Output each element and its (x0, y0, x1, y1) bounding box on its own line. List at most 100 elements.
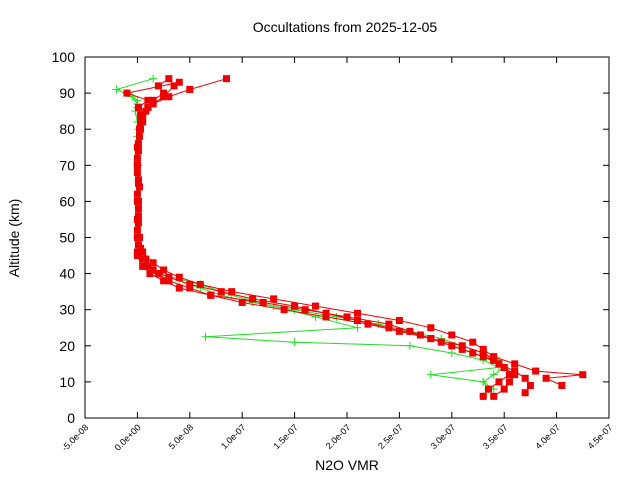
point (322, 313, 330, 321)
point (133, 154, 141, 162)
point (469, 338, 477, 346)
point (353, 317, 361, 325)
point (479, 377, 488, 386)
point (137, 111, 145, 119)
point (558, 382, 566, 390)
point (490, 356, 498, 364)
point (134, 176, 142, 184)
x-tick-label: 4.5e-07 (586, 422, 615, 451)
point (165, 277, 173, 285)
point (186, 284, 194, 292)
point (160, 93, 168, 101)
point (144, 262, 152, 270)
point (280, 306, 288, 314)
x-tick-label: 2.0e-07 (324, 422, 353, 451)
point (186, 280, 194, 288)
point (427, 335, 435, 343)
point (170, 82, 178, 90)
point (395, 317, 403, 325)
point (165, 93, 173, 101)
point (133, 252, 141, 260)
point (489, 370, 498, 379)
point (290, 338, 299, 347)
x-tick-label: 1.5e-07 (271, 422, 300, 451)
point (505, 378, 513, 386)
y-tick-label: 0 (67, 410, 75, 426)
point (134, 241, 142, 249)
point (447, 349, 456, 358)
point (437, 338, 445, 346)
point (484, 385, 492, 393)
point (139, 262, 147, 270)
point (511, 367, 519, 375)
point (526, 382, 534, 390)
point (490, 353, 498, 361)
chart-title: Occultations from 2025-12-05 (253, 19, 438, 35)
point (353, 323, 362, 332)
point (426, 370, 435, 379)
point (135, 234, 143, 241)
point (149, 266, 157, 274)
point (144, 104, 152, 112)
point (521, 374, 529, 382)
y-axis-label: Altitude (km) (6, 199, 22, 278)
point (154, 270, 162, 278)
point (175, 273, 183, 281)
point (149, 96, 157, 104)
point (448, 331, 456, 339)
point (142, 255, 150, 263)
point (137, 244, 145, 252)
point (406, 327, 414, 335)
point (165, 75, 173, 83)
point (291, 302, 299, 310)
point (165, 273, 173, 281)
point (196, 280, 204, 288)
point (217, 288, 225, 296)
point (146, 270, 154, 278)
point (249, 295, 257, 303)
point (311, 312, 320, 321)
point (154, 82, 162, 90)
point (511, 360, 519, 368)
point (579, 371, 587, 379)
point (542, 374, 550, 382)
point (123, 89, 131, 97)
point (207, 291, 215, 299)
point (353, 309, 361, 317)
point (201, 332, 210, 341)
point (364, 320, 372, 328)
x-tick-label: 3.0e-07 (429, 422, 458, 451)
point (139, 114, 147, 122)
point (175, 284, 183, 292)
point (395, 327, 403, 335)
y-tick-label: 100 (52, 49, 76, 65)
point (500, 363, 508, 371)
point (343, 313, 351, 321)
y-tick-label: 10 (59, 374, 75, 390)
y-tick-label: 70 (59, 157, 75, 173)
point (222, 75, 230, 83)
point (133, 96, 142, 105)
y-tick-label: 60 (59, 193, 75, 209)
point (479, 349, 487, 357)
point (490, 392, 498, 400)
point (259, 298, 267, 306)
point (149, 74, 158, 83)
point (385, 320, 393, 328)
point (175, 78, 183, 86)
point (149, 259, 157, 267)
point (228, 288, 236, 296)
point (133, 143, 141, 151)
point (458, 342, 466, 350)
plot-frame (84, 56, 610, 419)
x-tick-label: 1.0e-07 (219, 422, 248, 451)
point (511, 371, 519, 379)
y-tick-label: 90 (59, 85, 75, 101)
x-tick-label: 3.5e-07 (481, 422, 510, 451)
point (134, 104, 142, 112)
y-tick-label: 40 (59, 266, 75, 282)
profile-line (136, 85, 583, 386)
x-tick-label: -5.0e-08 (60, 422, 91, 453)
point (133, 169, 141, 177)
